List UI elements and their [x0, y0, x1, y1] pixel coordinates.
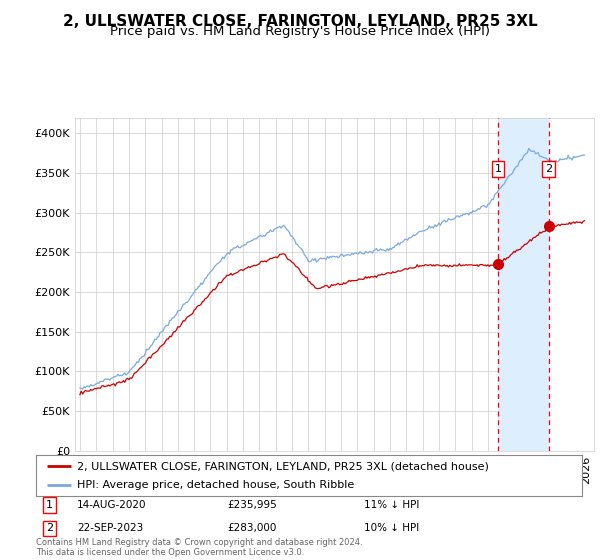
Text: 1: 1: [46, 500, 53, 510]
Text: £283,000: £283,000: [227, 524, 277, 533]
Text: 2, ULLSWATER CLOSE, FARINGTON, LEYLAND, PR25 3XL: 2, ULLSWATER CLOSE, FARINGTON, LEYLAND, …: [62, 14, 538, 29]
Text: 10% ↓ HPI: 10% ↓ HPI: [364, 524, 419, 533]
Text: 11% ↓ HPI: 11% ↓ HPI: [364, 500, 419, 510]
Text: £235,995: £235,995: [227, 500, 277, 510]
Text: 2, ULLSWATER CLOSE, FARINGTON, LEYLAND, PR25 3XL (detached house): 2, ULLSWATER CLOSE, FARINGTON, LEYLAND, …: [77, 461, 489, 471]
Text: 14-AUG-2020: 14-AUG-2020: [77, 500, 146, 510]
Text: Contains HM Land Registry data © Crown copyright and database right 2024.
This d: Contains HM Land Registry data © Crown c…: [36, 538, 362, 557]
Bar: [549, 118, 600, 451]
Bar: [549, 118, 600, 451]
Text: 1: 1: [494, 164, 502, 174]
Text: 2: 2: [545, 164, 553, 174]
Text: 2: 2: [46, 524, 53, 533]
Bar: [498, 118, 549, 451]
Text: 22-SEP-2023: 22-SEP-2023: [77, 524, 143, 533]
Text: Price paid vs. HM Land Registry's House Price Index (HPI): Price paid vs. HM Land Registry's House …: [110, 25, 490, 38]
Text: HPI: Average price, detached house, South Ribble: HPI: Average price, detached house, Sout…: [77, 480, 354, 489]
